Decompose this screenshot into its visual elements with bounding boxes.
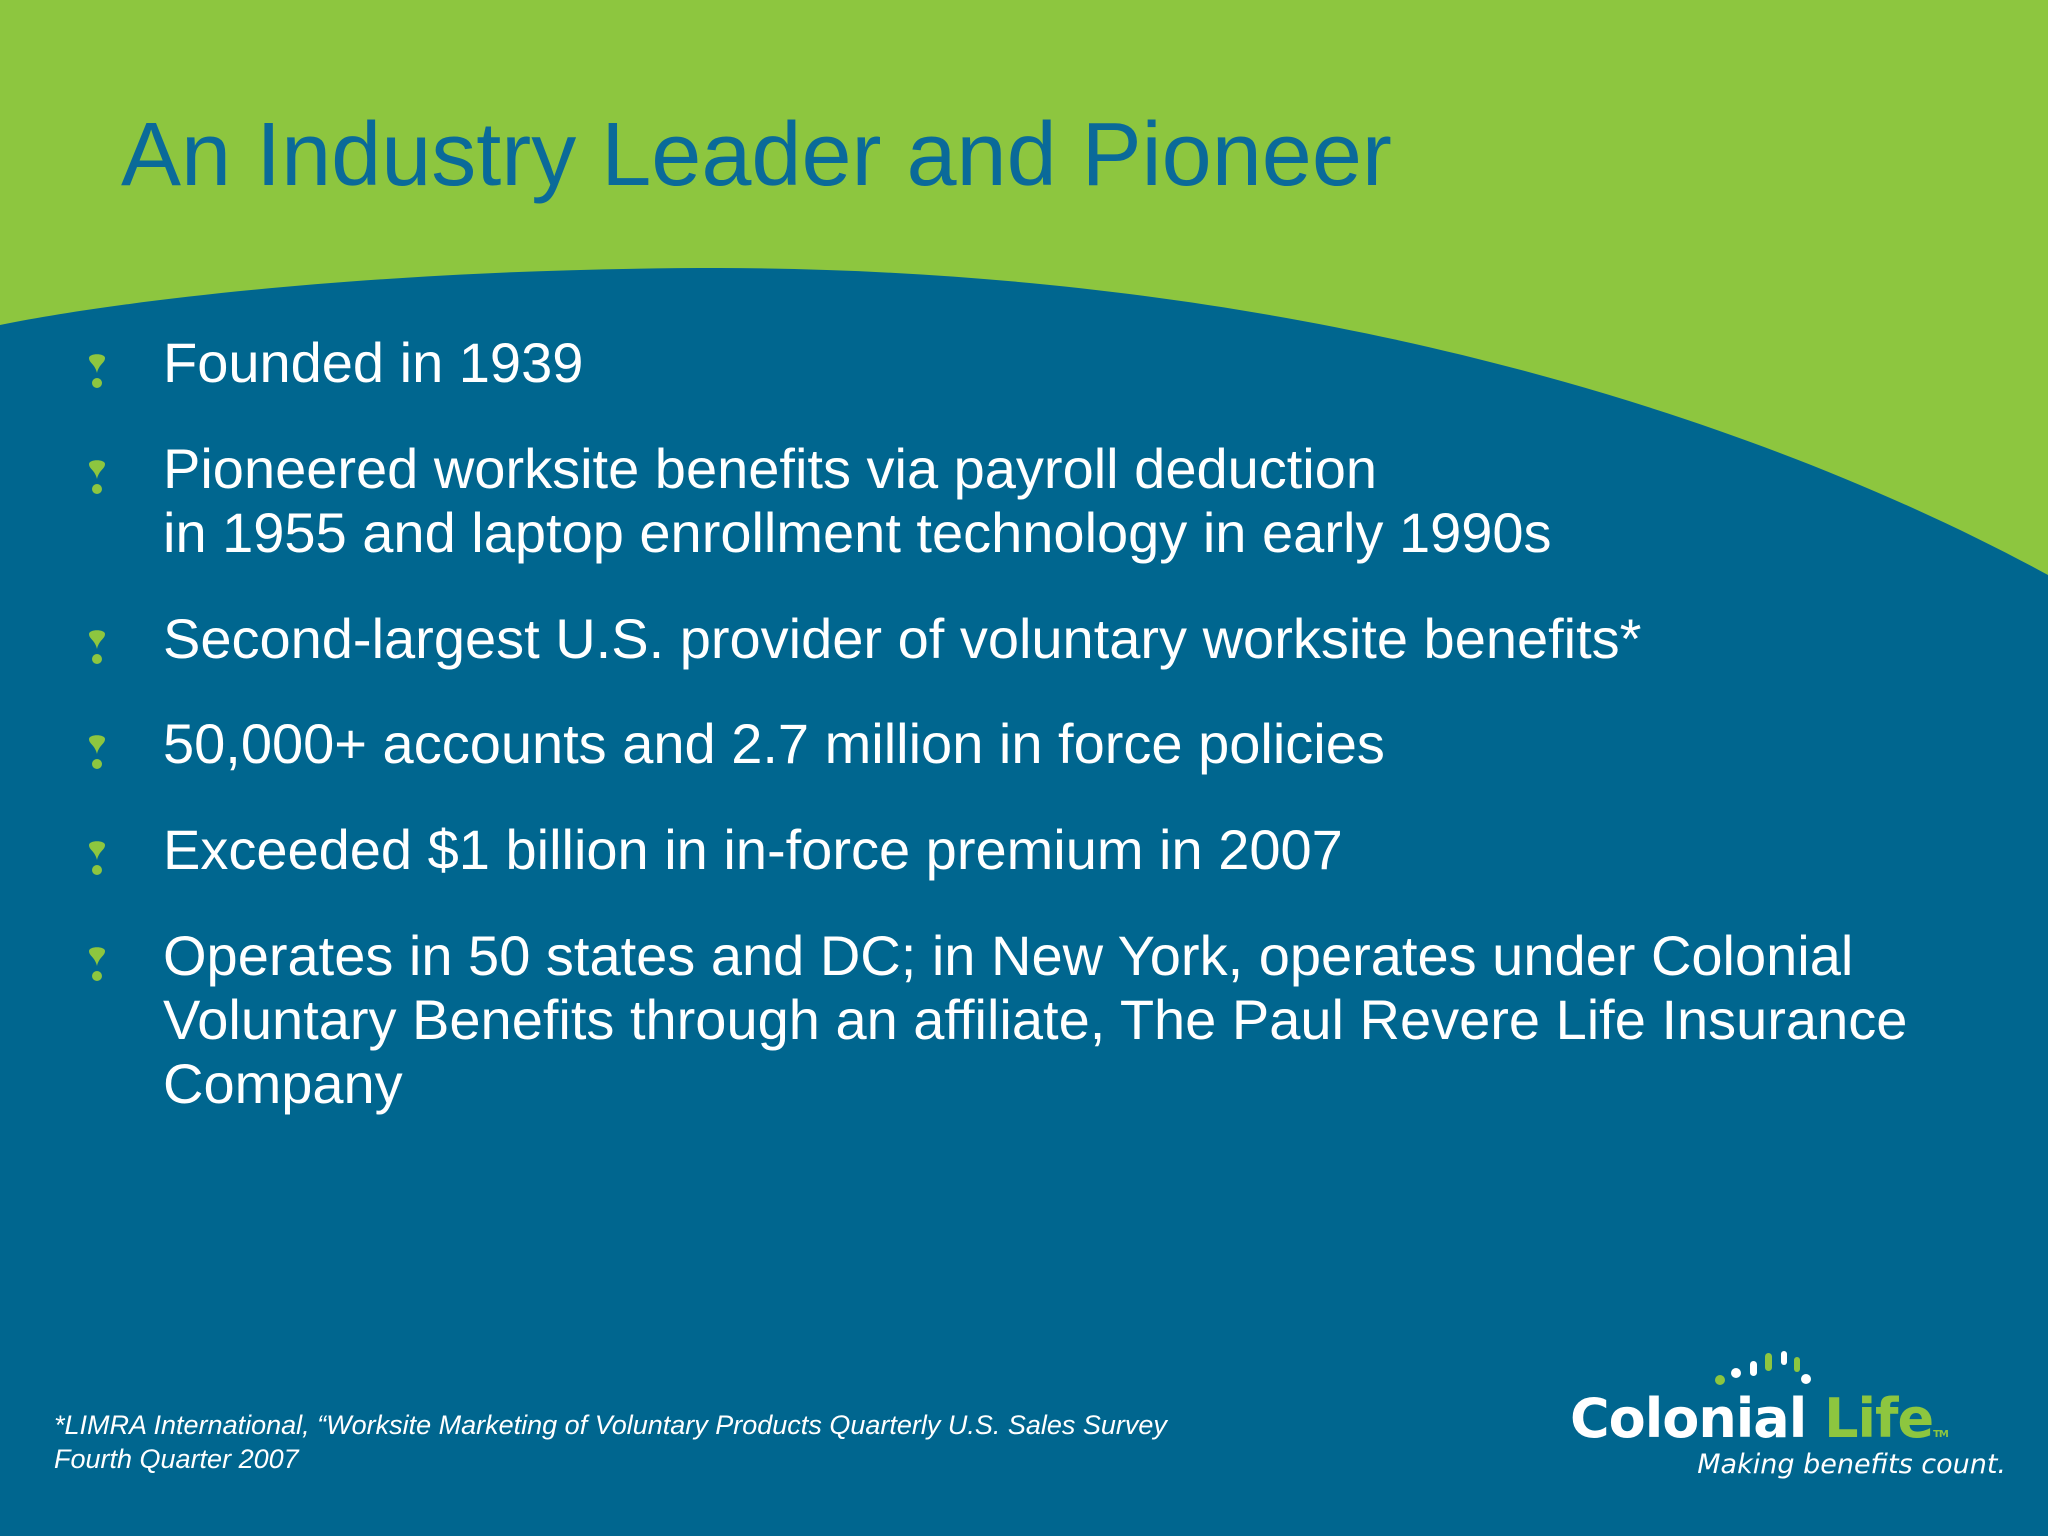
- bullet-line: 50,000+ accounts and 2.7 million in forc…: [163, 712, 1385, 775]
- logo-word-colonial: Colonial: [1570, 1387, 1807, 1450]
- green-drop-bullet-icon: [89, 947, 105, 981]
- footnote: *LIMRA International, “Worksite Marketin…: [54, 1408, 1314, 1476]
- bullet-text: Operates in 50 states and DC; in New Yor…: [163, 924, 2043, 1116]
- logo-tagline: Making benefits count.: [1697, 1449, 2006, 1480]
- footnote-line: *LIMRA International, “Worksite Marketin…: [54, 1410, 1167, 1440]
- logo-trademark: TM: [1933, 1429, 1949, 1440]
- logo-wordmark: Colonial LifeTM: [1570, 1387, 1949, 1467]
- bullet-text: Exceeded $1 billion in in-force premium …: [163, 818, 2043, 882]
- footnote-line: Fourth Quarter 2007: [54, 1444, 299, 1474]
- bullet-text: 50,000+ accounts and 2.7 million in forc…: [163, 712, 2043, 776]
- bullet-line: Operates in 50 states and DC; in New Yor…: [163, 924, 1854, 987]
- bullet-line: Second-largest U.S. provider of voluntar…: [163, 607, 1642, 670]
- green-drop-bullet-icon: [89, 735, 105, 769]
- green-drop-bullet-icon: [89, 630, 105, 664]
- green-drop-bullet-icon: [89, 841, 105, 875]
- bullet-line: Founded in 1939: [163, 331, 584, 394]
- bullet-line: Voluntary Benefits through an affiliate,…: [163, 988, 1908, 1051]
- green-drop-bullet-icon: [89, 460, 105, 494]
- bullet-line: Exceeded $1 billion in in-force premium …: [163, 818, 1343, 881]
- logo-word-life: Life: [1824, 1387, 1934, 1450]
- green-drop-bullet-icon: [89, 354, 105, 388]
- slide-title: An Industry Leader and Pioneer: [121, 105, 1392, 205]
- colonial-life-logo: Colonial LifeTM Making benefits count.: [1570, 1345, 2020, 1485]
- bullet-text: Founded in 1939: [163, 331, 2043, 395]
- header-green-swoosh: [0, 0, 2048, 575]
- bullet-line: in 1955 and laptop enrollment technology…: [163, 501, 1552, 564]
- bullet-text: Pioneered worksite benefits via payroll …: [163, 437, 2043, 565]
- bullet-line: Company: [163, 1052, 403, 1115]
- logo-dots-icon: [1715, 1351, 1811, 1385]
- bullet-line: Pioneered worksite benefits via payroll …: [163, 437, 1378, 500]
- bullet-text: Second-largest U.S. provider of voluntar…: [163, 607, 2043, 671]
